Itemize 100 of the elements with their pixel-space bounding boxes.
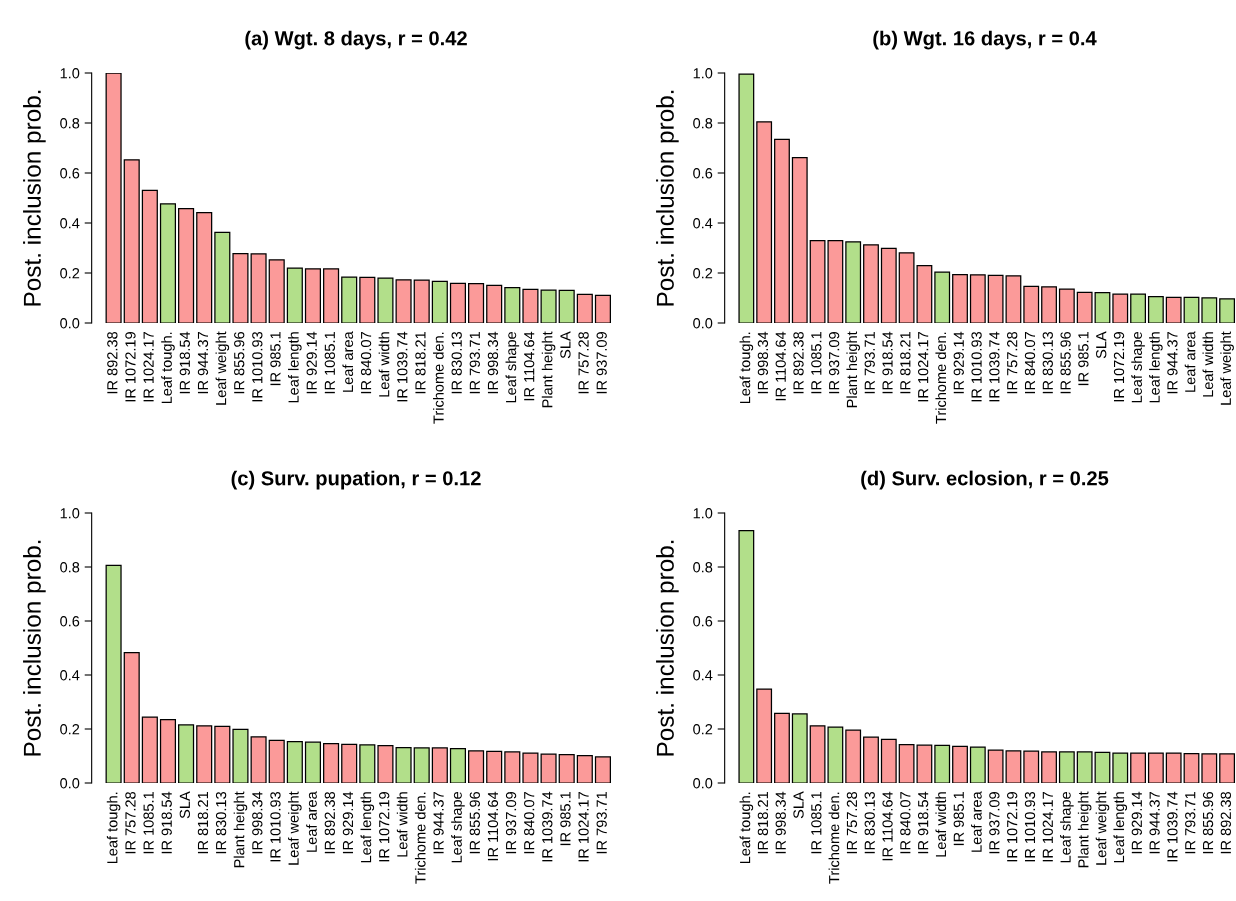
y-tick-label: 0.4 [60,670,80,681]
bar [756,688,773,783]
x-tick-label: Leaf length [1113,792,1128,863]
bar [123,651,140,783]
x-tick-label: IR 1072.19 [379,792,390,862]
x-tick-label: IR 918.54 [917,791,929,854]
x-tick-label: IR 1072.19 [125,332,136,402]
x-tick-label: Leaf area [342,331,354,392]
bar [449,282,467,323]
bar [1201,297,1218,323]
bar [576,293,593,323]
bar [1183,296,1200,323]
bar [774,712,790,783]
x-tick-label: Leaf width [1202,332,1214,397]
bar [250,736,267,783]
x-tick-label: IR 1024.17 [1042,792,1053,862]
x-tick-label: IR 757.28 [578,331,589,394]
x-tick-label: IR 944.37 [197,332,209,394]
x-tick-label: IR 929.14 [953,331,964,394]
x-tick-label: IR 1039.74 [397,331,408,402]
y-tick-label: 0.8 [693,118,713,129]
x-tick-label: IR 1024.17 [917,332,929,402]
bar [880,247,897,323]
bar [268,739,285,783]
x-tick-label: IR 757.28 [846,791,858,854]
x-tick-label: Leaf area [971,791,982,852]
bar [880,738,897,783]
x-tick-label: Trichome den. [828,792,840,884]
x-tick-label: IR 1104.64 [487,791,499,861]
y-tick-label: 0.8 [693,562,713,573]
chart-title: (b) Wgt. 16 days, r = 0.4 [873,30,1097,50]
bar [159,718,177,783]
bar [468,282,485,323]
bar [1058,751,1075,783]
x-tick-label: IR 929.14 [306,331,317,394]
bar [178,724,195,783]
x-tick-label: IR 793.71 [1185,792,1196,854]
bar [341,276,358,323]
bar [468,750,485,783]
x-tick-label: Leaf length [288,332,302,403]
bar [756,121,773,323]
x-tick-label: IR 918.54 [179,331,190,394]
x-tick-label: SLA [560,331,571,359]
y-tick-label: 0.2 [60,268,80,279]
bar [1094,291,1111,323]
x-tick-label: IR 929.14 [1131,791,1142,854]
bar [738,529,755,783]
bar [594,294,611,323]
bar [952,745,968,783]
x-tick-label: IR 944.37 [1149,792,1160,854]
x-tick-label: SLA [793,791,804,819]
bar [1076,291,1093,323]
y-tick-label: 0.8 [60,562,80,573]
x-tick-label: IR 855.96 [1060,331,1071,394]
bar [359,276,376,323]
y-tick-label: 0.2 [693,268,713,279]
x-tick-label: Leaf width [396,792,408,857]
bar [178,207,195,323]
bar [105,564,122,783]
x-tick-label: IR 944.37 [433,792,444,854]
bar [1147,752,1164,783]
bar [1058,288,1075,323]
bar [504,751,521,783]
bar [845,729,862,783]
bar [594,756,611,783]
chart-title: (c) Surv. pupation, r = 0.12 [231,470,481,490]
x-tick-label: Trichome den. [414,792,426,884]
y-tick-label: 0.8 [60,118,80,129]
x-tick-label: IR 840.07 [1024,332,1036,394]
bar [486,284,503,323]
x-tick-label: Leaf width [935,792,947,857]
bar [141,189,158,323]
x-tick-label: Plant height [846,331,860,408]
x-tick-label: Leaf tough. [739,332,754,404]
bar [359,744,376,783]
x-tick-label: IR 1010.93 [1024,791,1036,862]
x-tick-label: IR 985.1 [953,792,964,846]
y-tick-label: 1.0 [60,68,80,79]
y-tick-label: 0.0 [693,318,713,329]
bar [576,755,593,783]
y-axis-title: Post. inclusion prob. [23,540,46,756]
x-tick-label: IR 818.21 [900,332,911,394]
x-tick-label: IR 985.1 [270,332,281,386]
bar [286,267,303,323]
x-tick-label: Leaf length [1149,332,1163,403]
bar [1112,752,1129,783]
x-tick-label: IR 892.38 [107,331,118,394]
x-tick-label: IR 892.38 [324,791,335,854]
bar [1219,298,1236,323]
bar [232,252,249,323]
y-tick-label: 0.4 [693,218,713,229]
x-tick-label: Leaf weight [1220,331,1234,405]
x-tick-label: IR 793.71 [864,332,875,394]
bar [268,259,285,323]
x-tick-label: Leaf shape [451,791,465,863]
x-tick-label: IR 818.21 [415,332,426,394]
y-tick-label: 1.0 [693,508,713,519]
x-tick-label: IR 937.09 [828,332,840,394]
x-tick-label: IR 793.71 [469,332,480,394]
bar [863,244,879,323]
